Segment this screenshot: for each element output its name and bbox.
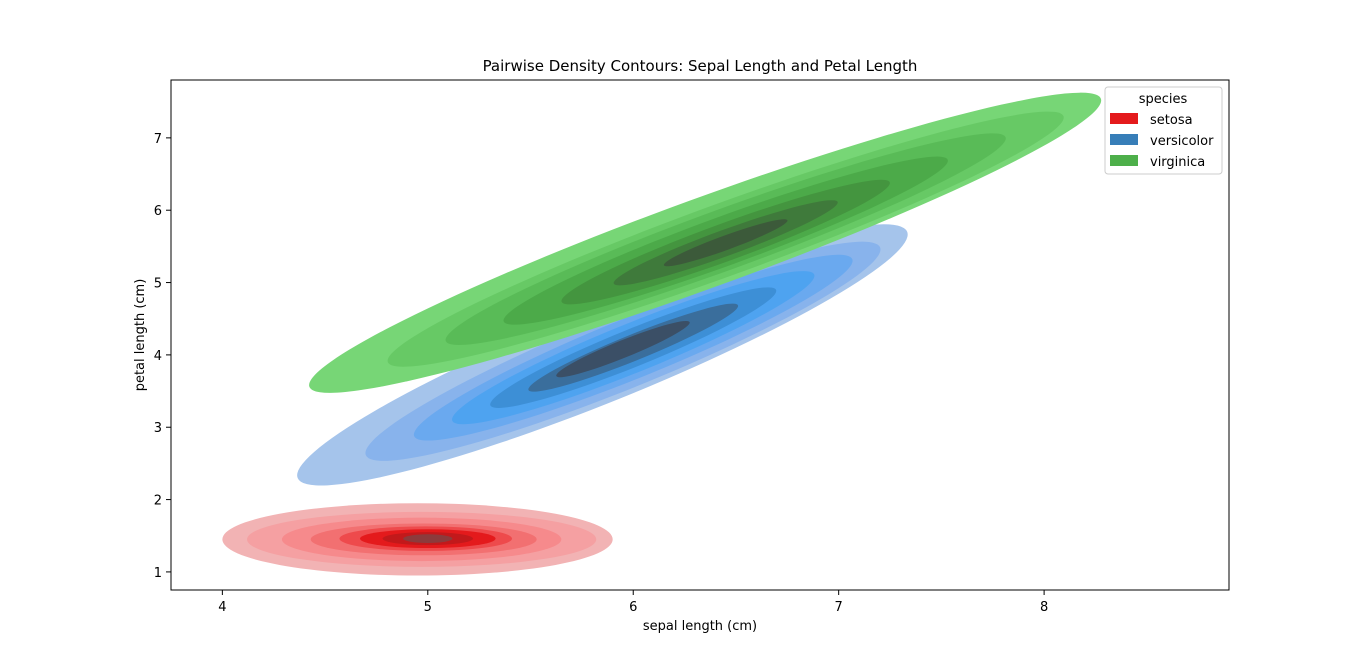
versicolor-contour-level-7 bbox=[556, 320, 690, 378]
legend-items: setosa versicolor virginica bbox=[1110, 113, 1214, 170]
y-axis: 1 2 3 4 5 6 7 bbox=[154, 132, 171, 581]
legend-label-setosa: setosa bbox=[1150, 113, 1193, 128]
y-tick-label: 7 bbox=[154, 132, 162, 147]
legend-frame bbox=[1104, 86, 1223, 175]
legend-swatch-setosa bbox=[1110, 113, 1138, 124]
legend-label-virginica: virginica bbox=[1150, 155, 1205, 170]
contour-layers bbox=[222, 92, 1102, 576]
setosa-contour-level-8 bbox=[403, 534, 453, 543]
legend-swatch-versicolor bbox=[1110, 134, 1138, 145]
virginica-contour-level-7 bbox=[663, 219, 788, 267]
y-tick-label: 2 bbox=[154, 494, 162, 509]
series-virginica bbox=[309, 92, 1102, 393]
x-axis-label: sepal length (cm) bbox=[643, 619, 757, 634]
x-tick-label: 6 bbox=[629, 600, 637, 615]
legend-swatch-virginica bbox=[1110, 155, 1138, 166]
legend-title: species bbox=[1139, 92, 1188, 107]
series-setosa bbox=[222, 503, 613, 576]
series-versicolor bbox=[297, 224, 908, 486]
plot-frame bbox=[170, 79, 1230, 591]
y-tick-label: 4 bbox=[154, 349, 162, 364]
x-tick-label: 4 bbox=[218, 600, 226, 615]
x-axis: 4 5 6 7 8 bbox=[218, 590, 1048, 615]
y-tick-label: 1 bbox=[154, 566, 162, 581]
y-tick-label: 5 bbox=[154, 277, 162, 292]
y-tick-label: 3 bbox=[154, 421, 162, 436]
x-tick-label: 7 bbox=[835, 600, 843, 615]
x-tick-label: 8 bbox=[1040, 600, 1048, 615]
legend: species setosa versicolor virginica bbox=[1104, 86, 1223, 175]
y-tick-label: 6 bbox=[154, 204, 162, 219]
y-axis-label: petal length (cm) bbox=[133, 279, 148, 392]
chart-title: Pairwise Density Contours: Sepal Length … bbox=[483, 57, 918, 75]
legend-label-versicolor: versicolor bbox=[1150, 134, 1214, 149]
x-tick-label: 5 bbox=[424, 600, 432, 615]
